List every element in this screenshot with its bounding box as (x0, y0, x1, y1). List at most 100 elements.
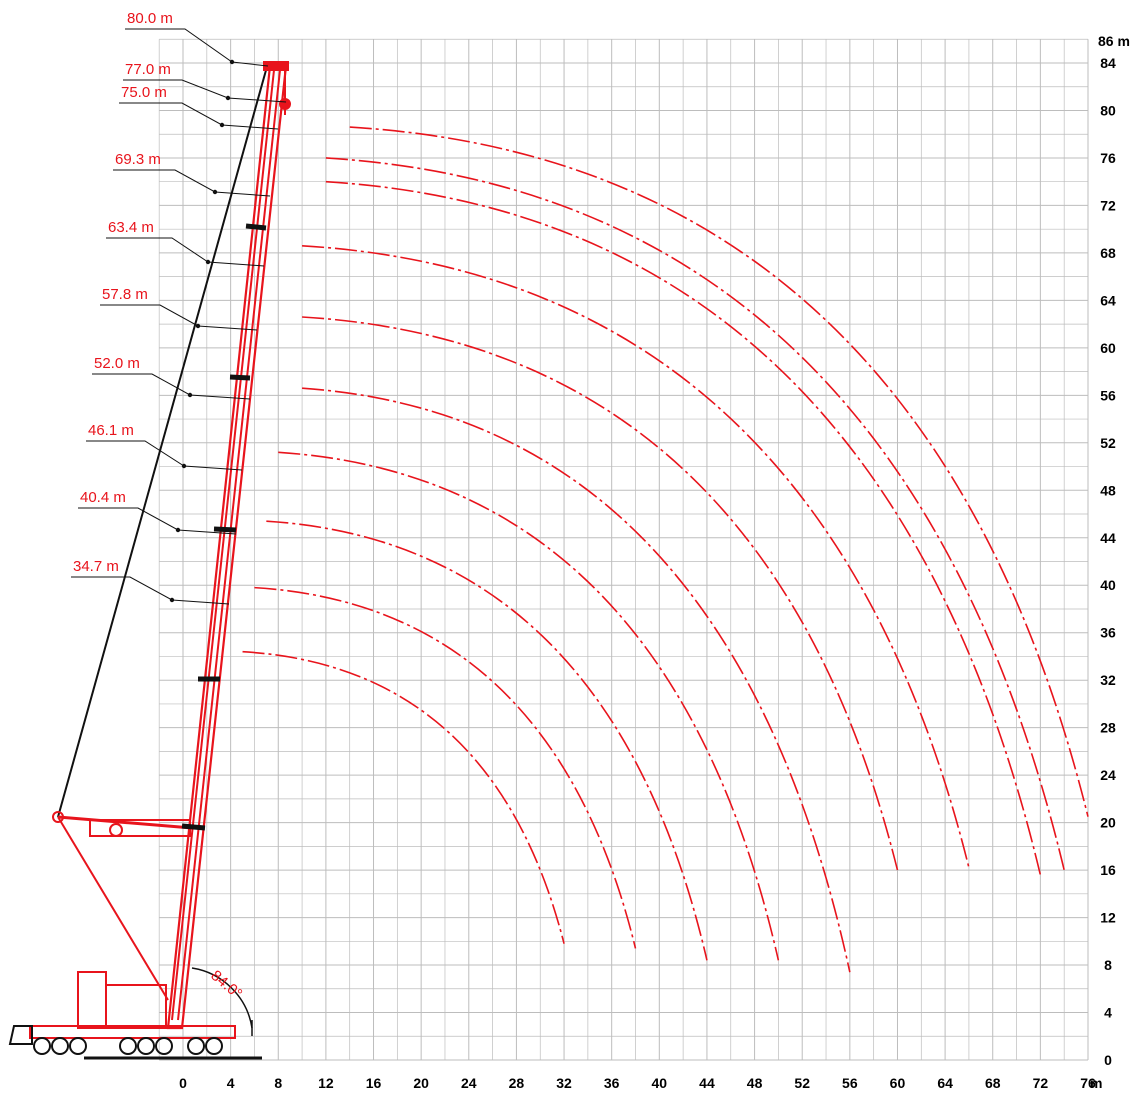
range-arc (325, 180, 1042, 876)
range-arc (302, 244, 970, 868)
derrick-strut (57, 815, 193, 830)
x-tick-label: 32 (556, 1075, 572, 1091)
x-tick-label: 48 (747, 1075, 763, 1091)
range-arc (349, 126, 1089, 817)
y-tick-label: 48 (1100, 482, 1116, 498)
angle-arc (191, 967, 253, 1029)
boom-length-label: 77.0 m (125, 61, 171, 78)
y-tick-label: 68 (1100, 245, 1116, 261)
range-arc (254, 586, 637, 949)
y-tick-label: 20 (1100, 815, 1116, 831)
x-tick-label: 36 (604, 1075, 620, 1091)
range-arc (266, 520, 708, 961)
crane-illustration (8, 61, 291, 1060)
boom-length-label: 80.0 m (127, 10, 173, 27)
boom-length-label: 46.1 m (88, 422, 134, 439)
x-tick-label: 4 (227, 1075, 235, 1091)
leader-line (125, 28, 269, 67)
range-arc (325, 157, 1065, 871)
x-tick-label: 60 (890, 1075, 906, 1091)
leader-line (86, 440, 243, 471)
leader-arrowhead (187, 392, 193, 398)
x-tick-label: 56 (842, 1075, 858, 1091)
range-arc (302, 316, 899, 871)
y-tick-label: 56 (1100, 387, 1116, 403)
derrick-pulley (109, 823, 123, 837)
leader-arrowhead (219, 122, 225, 128)
x-tick-label: 44 (699, 1075, 715, 1091)
y-tick-label: 0 (1104, 1052, 1112, 1068)
counterweight (77, 971, 107, 1029)
x-tick-label: 20 (413, 1075, 429, 1091)
leader-line (92, 373, 251, 400)
boom-length-label: 52.0 m (94, 355, 140, 372)
leader-arrowhead (175, 527, 181, 533)
leader-arrowhead (229, 59, 235, 65)
boom-length-label: 63.4 m (108, 219, 154, 236)
leader-arrowhead (212, 189, 218, 195)
y-tick-label: 84 (1100, 55, 1116, 71)
leader-line (106, 237, 265, 267)
y-tick-label: 8 (1104, 957, 1112, 973)
x-tick-label: 72 (1033, 1075, 1049, 1091)
boom-length-label: 69.3 m (115, 151, 161, 168)
boom-length-label: 75.0 m (121, 84, 167, 101)
leader-arrowhead (225, 95, 231, 101)
boom-length-leaders: 80.0 m 77.0 m 75.0 m 69.3 m 63.4 m 57.8 m 52.0… (71, 10, 287, 605)
y-tick-label: 32 (1100, 672, 1116, 688)
x-tick-label: 52 (794, 1075, 810, 1091)
x-tick-label: 40 (652, 1075, 668, 1091)
leader-arrowhead (169, 597, 175, 603)
range-arc (278, 451, 780, 961)
y-tick-label: 76 (1100, 150, 1116, 166)
x-tick-label: 16 (366, 1075, 382, 1091)
y-tick-label: 36 (1100, 625, 1116, 641)
y-tick-label: 44 (1100, 530, 1116, 546)
boom-length-label: 57.8 m (102, 286, 148, 303)
derrick-tie (57, 816, 169, 1001)
x-tick-label: 68 (985, 1075, 1001, 1091)
boom-inner-line-2 (177, 69, 281, 1021)
leader-line (78, 507, 237, 535)
boom-length-label: 40.4 m (80, 489, 126, 506)
leader-arrowhead (181, 463, 187, 469)
hook-block (279, 98, 291, 110)
driver-cab (8, 1025, 33, 1045)
x-axis-unit-label: m (1090, 1075, 1102, 1091)
y-tick-label: 28 (1100, 720, 1116, 736)
y-tick-label: 24 (1100, 767, 1116, 783)
x-tick-label: 24 (461, 1075, 477, 1091)
x-tick-label: 76 (1080, 1075, 1096, 1091)
derrick-head (52, 811, 64, 823)
y-tick-label: 40 (1100, 577, 1116, 593)
y-axis-top-label: 86 m (1098, 33, 1130, 49)
boom-collars (181, 223, 267, 831)
grid (158, 38, 1089, 1061)
leader-arrowhead (205, 259, 211, 265)
y-tick-label: 52 (1100, 435, 1116, 451)
y-tick-label: 60 (1100, 340, 1116, 356)
leader-line (119, 102, 279, 130)
leader-arrowhead (195, 323, 201, 329)
boom-inner-line-1 (171, 69, 275, 1021)
carrier-chassis (29, 1025, 236, 1039)
x-tick-label: 12 (318, 1075, 334, 1091)
working-range-arcs (242, 126, 1089, 973)
carrier-wheels (33, 1037, 223, 1055)
leader-line (71, 576, 230, 605)
x-tick-label: 64 (937, 1075, 953, 1091)
y-tick-label: 12 (1100, 910, 1116, 926)
y-tick-label: 4 (1104, 1005, 1112, 1021)
x-tick-label: 0 (179, 1075, 187, 1091)
superstructure (105, 984, 167, 1029)
y-axis-ticks: 0481216202428323640444852566064687276808… (1100, 55, 1116, 1068)
x-axis-ticks: 0 4 8 12 16 20 24 28 32 36 40 44 48 52 56 60 64 68 72 76 (179, 1075, 1096, 1091)
leader-line (100, 304, 258, 331)
leader-line (113, 169, 271, 197)
guy-line (57, 62, 269, 818)
y-tick-label: 72 (1100, 197, 1116, 213)
y-tick-label: 16 (1100, 862, 1116, 878)
y-tick-label: 64 (1100, 292, 1116, 308)
y-tick-label: 80 (1100, 102, 1116, 118)
